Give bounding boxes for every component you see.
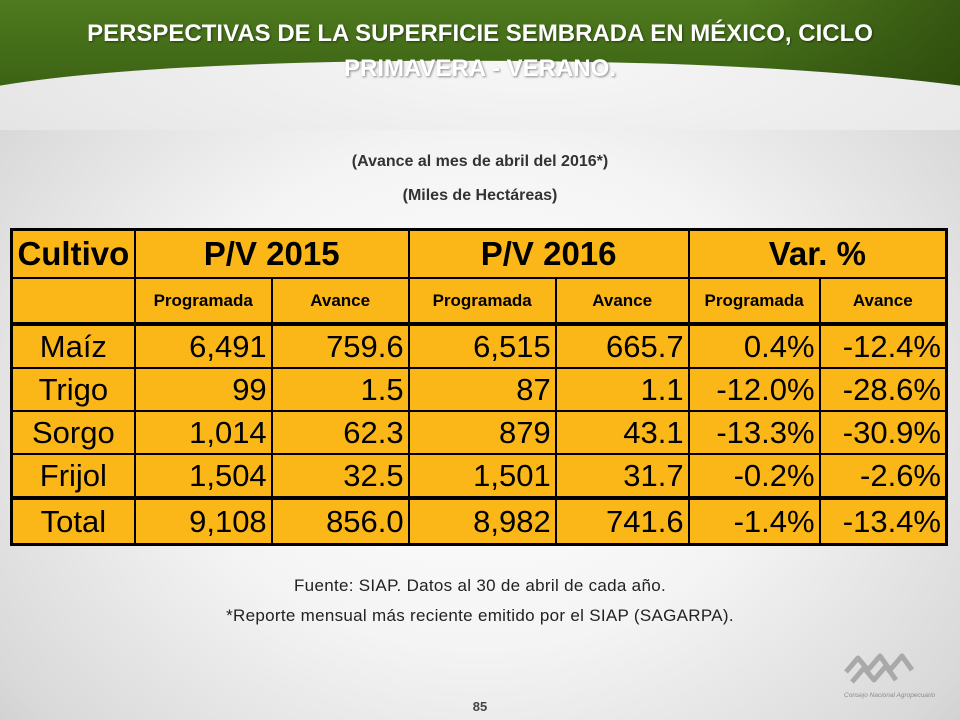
table-cell: 99: [133, 367, 273, 412]
cna-logo: Consejo Nacional Agropecuario: [844, 653, 936, 699]
table-cell: -12.4%: [818, 323, 948, 369]
header-cultivo: Cultivo: [10, 228, 136, 279]
table-subheader-row: Programada Avance Programada Avance Prog…: [10, 277, 948, 325]
total-cell: 9,108: [133, 497, 273, 546]
table-total-row: Total 9,108 856.0 8,982 741.6 -1.4% -13.…: [10, 497, 948, 546]
table-cell: 62.3: [270, 410, 410, 455]
total-label: Total: [10, 497, 136, 546]
table-cell: 31.7: [554, 453, 690, 499]
header-banner: [0, 0, 960, 130]
subheader-cell: Avance: [818, 277, 948, 325]
total-cell: 8,982: [407, 497, 557, 546]
table-cell: 0.4%: [687, 323, 821, 369]
table-cell: -0.2%: [687, 453, 821, 499]
table-cell: 1,501: [407, 453, 557, 499]
source-note: Fuente: SIAP. Datos al 30 de abril de ca…: [294, 576, 666, 595]
table-row: Sorgo 1,014 62.3 879 43.1 -13.3% -30.9%: [10, 410, 948, 455]
table-cell: -12.0%: [687, 367, 821, 412]
table-row: Frijol 1,504 32.5 1,501 31.7 -0.2% -2.6%: [10, 453, 948, 499]
total-cell: -13.4%: [818, 497, 948, 546]
header-pv-2015: P/V 2015: [133, 228, 410, 279]
table-row: Trigo 99 1.5 87 1.1 -12.0% -28.6%: [10, 367, 948, 412]
subheader-cell: Programada: [687, 277, 821, 325]
table-cell: -13.3%: [687, 410, 821, 455]
header-var: Var. %: [687, 228, 948, 279]
table-cell: -28.6%: [818, 367, 948, 412]
table-cell: 87: [407, 367, 557, 412]
table-cell: 1.1: [554, 367, 690, 412]
table-cell: 43.1: [554, 410, 690, 455]
subheader-empty: [10, 277, 136, 325]
subheader-cell: Avance: [270, 277, 410, 325]
total-cell: 741.6: [554, 497, 690, 546]
table-cell: 6,491: [133, 323, 273, 369]
row-name: Trigo: [10, 367, 136, 412]
table-cell: 759.6: [270, 323, 410, 369]
table-cell: 1,504: [133, 453, 273, 499]
table-header-row: Cultivo P/V 2015 P/V 2016 Var. %: [10, 228, 948, 279]
page-title: PERSPECTIVAS DE LA SUPERFICIE SEMBRADA E…: [87, 20, 873, 82]
total-cell: 856.0: [270, 497, 410, 546]
subheader-cell: Avance: [554, 277, 690, 325]
logo-caption: Consejo Nacional Agropecuario: [844, 692, 936, 699]
row-name: Sorgo: [10, 410, 136, 455]
table-cell: 32.5: [270, 453, 410, 499]
table-cell: -30.9%: [818, 410, 948, 455]
crop-table: Cultivo P/V 2015 P/V 2016 Var. % Program…: [10, 228, 948, 546]
page-number: 85: [472, 699, 488, 714]
table-cell: 665.7: [554, 323, 690, 369]
table-cell: 1,014: [133, 410, 273, 455]
total-cell: -1.4%: [687, 497, 821, 546]
row-name: Frijol: [10, 453, 136, 499]
table-row: Maíz 6,491 759.6 6,515 665.7 0.4% -12.4%: [10, 323, 948, 369]
table-cell: 879: [407, 410, 557, 455]
subtitle-units: (Miles de Hectáreas): [402, 187, 558, 204]
table-cell: 1.5: [270, 367, 410, 412]
table-cell: 6,515: [407, 323, 557, 369]
subheader-cell: Programada: [407, 277, 557, 325]
subtitle-period: (Avance al mes de abril del 2016*): [351, 153, 609, 170]
row-name: Maíz: [10, 323, 136, 369]
header-pv-2016: P/V 2016: [407, 228, 690, 279]
report-note: *Reporte mensual más reciente emitido po…: [226, 606, 734, 625]
subheader-cell: Programada: [133, 277, 273, 325]
table-cell: -2.6%: [818, 453, 948, 499]
